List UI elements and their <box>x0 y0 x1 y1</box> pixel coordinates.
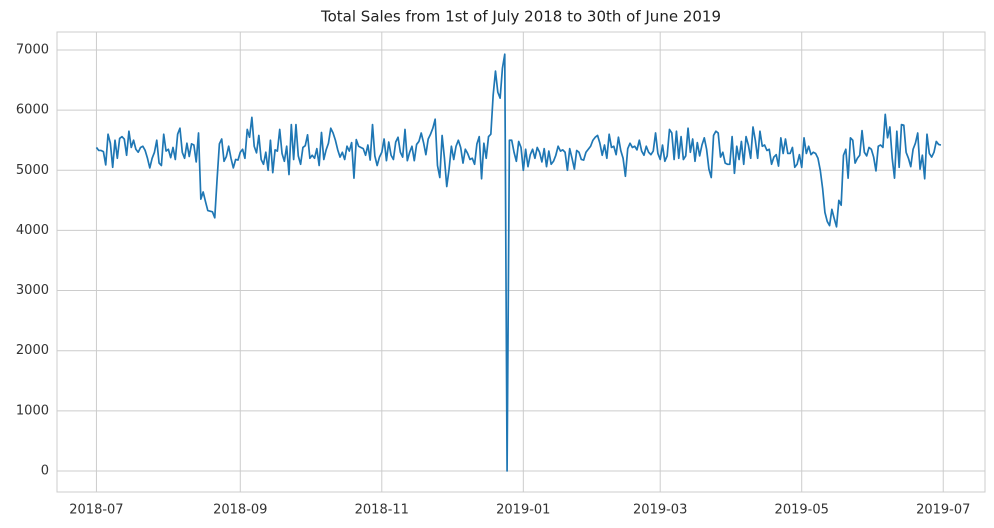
x-tick-label: 2019-01 <box>496 503 550 518</box>
y-tick-label: 1000 <box>16 403 49 418</box>
y-tick-label: 7000 <box>16 43 49 58</box>
y-tick-label: 0 <box>41 463 49 478</box>
x-tick-label: 2018-07 <box>69 503 123 518</box>
y-tick-label: 3000 <box>16 283 49 298</box>
x-tick-label: 2019-03 <box>633 503 687 518</box>
x-tick-label: 2019-07 <box>916 503 970 518</box>
sales-line <box>95 53 942 472</box>
chart-title: Total Sales from 1st of July 2018 to 30t… <box>320 8 721 26</box>
y-tick-label: 5000 <box>16 163 49 178</box>
x-tick-label: 2018-09 <box>213 503 267 518</box>
plot-area <box>56 31 986 493</box>
x-tick-label: 2018-11 <box>355 503 409 518</box>
y-tick-label: 4000 <box>16 223 49 238</box>
y-tick-label: 2000 <box>16 343 49 358</box>
y-tick-label: 6000 <box>16 103 49 118</box>
x-tick-label: 2019-05 <box>775 503 829 518</box>
